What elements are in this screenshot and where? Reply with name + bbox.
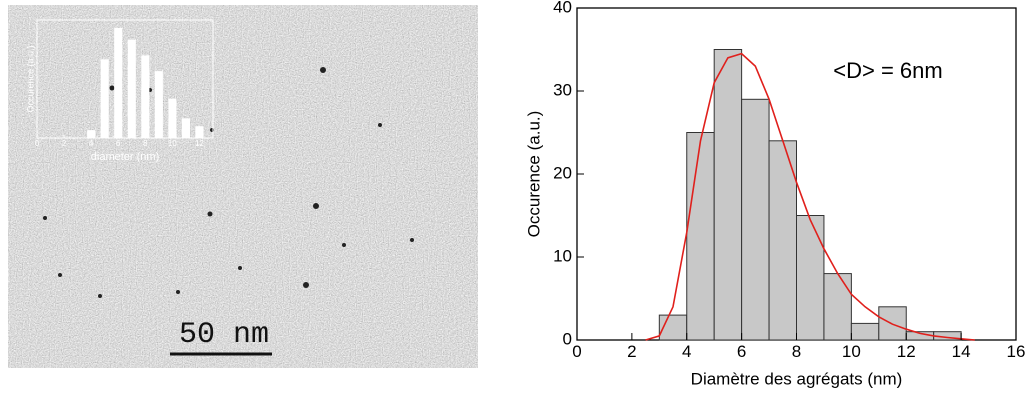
bar — [195, 126, 204, 138]
y-axis-label: Occurence (a.u.) — [25, 45, 35, 112]
x-tick-label: 12 — [897, 342, 916, 361]
x-axis-label: diameter (nm) — [91, 151, 159, 163]
bar — [127, 39, 136, 138]
y-tick-label: 20 — [553, 163, 572, 182]
y-tick-label: 30 — [553, 80, 572, 99]
x-tick-label: 8 — [143, 139, 148, 148]
x-tick-label: 10 — [842, 342, 861, 361]
x-tick-label: 6 — [116, 139, 121, 148]
x-axis-label: Diamètre des agrégats (nm) — [691, 369, 903, 388]
bar — [100, 59, 109, 139]
tem-image: 50 nm — [8, 5, 478, 368]
x-tick-label: 0 — [35, 139, 40, 148]
histogram-bar — [741, 98, 770, 341]
annotation: <D> = 6nm — [833, 58, 942, 83]
histogram-bar — [796, 215, 825, 341]
tem-noise — [8, 5, 478, 368]
histogram-bar — [768, 140, 797, 341]
bar — [181, 118, 190, 138]
x-tick-label: 12 — [195, 139, 204, 148]
bar — [154, 71, 163, 138]
histogram-bar — [713, 49, 743, 341]
scale-bar-label: 50 nm — [179, 318, 269, 352]
bar — [87, 130, 96, 138]
x-tick-label: 16 — [1007, 342, 1026, 361]
bar — [168, 98, 177, 138]
x-tick-label: 8 — [792, 342, 801, 361]
y-tick-label: 40 — [553, 0, 572, 16]
x-tick-label: 4 — [89, 139, 94, 148]
x-tick-label: 2 — [62, 139, 67, 148]
y-tick-label: 0 — [563, 329, 572, 348]
histogram-bar — [850, 322, 880, 341]
x-tick-label: 6 — [737, 342, 746, 361]
y-tick-label: 10 — [553, 246, 572, 265]
bar — [114, 27, 123, 138]
bar — [141, 55, 150, 138]
particles — [43, 67, 414, 298]
x-tick-label: 0 — [572, 342, 581, 361]
x-tick-label: 14 — [952, 342, 971, 361]
y-axis-label: Occurence (a.u.) — [524, 111, 543, 238]
x-tick-label: 10 — [168, 139, 177, 148]
x-tick-label: 4 — [682, 342, 691, 361]
histogram-bar — [823, 273, 852, 341]
x-tick-label: 2 — [627, 342, 636, 361]
fit-curve — [645, 52, 975, 341]
histogram-bar — [686, 132, 715, 341]
plot-frame — [36, 19, 214, 139]
